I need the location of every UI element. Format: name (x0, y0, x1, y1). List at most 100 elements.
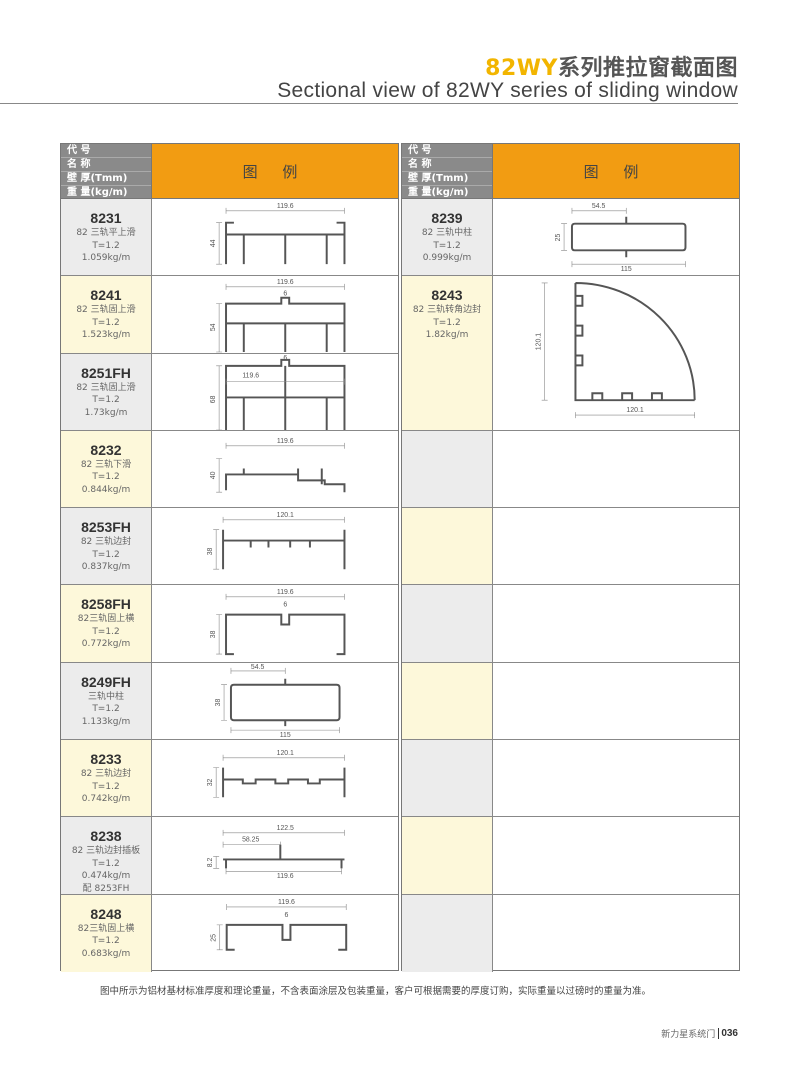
dimension-line (216, 222, 223, 265)
profile-weight: 0.837kg/m (81, 562, 131, 573)
profile-row (402, 662, 739, 741)
profile-outline (225, 468, 346, 493)
profile-drawing: 119.6 6 25 (152, 895, 398, 972)
dimension-label: 119.6 (277, 203, 294, 210)
profile-row (402, 585, 739, 663)
profile-outline (574, 282, 696, 402)
dimension-label: 40 (210, 471, 217, 479)
profile-name: 82 三轨下滑 (80, 459, 132, 470)
section-drawing: 120.1 38 (207, 512, 346, 570)
dimension-line (571, 261, 686, 268)
profile-outline (570, 216, 687, 258)
profile-drawing: 122.5 58.25 8.2 119.6 (152, 817, 398, 893)
profile-name: 三轨中柱 (87, 691, 124, 702)
table-header: 代 号 名 称 壁 厚(Tmm) 重 量(kg/m) 图 例 (402, 144, 739, 199)
profile-weight: 1.82kg/m (425, 330, 469, 341)
profile-name: 82 三轨平上滑 (76, 228, 136, 238)
profile-drawing: 119.6 6 54 (152, 276, 398, 353)
dimension-label: 25 (211, 934, 218, 942)
profile-outline (223, 845, 345, 869)
profile-info (402, 894, 493, 972)
dimension-label: 6 (283, 291, 287, 298)
profile-info: 8258FH 82三轨固上横 T=1.2 0.772kg/m (61, 585, 152, 662)
section-drawing: 119.6 6 38 (210, 589, 346, 656)
profile-row (402, 508, 739, 586)
title-cn-text: 系列推拉窗截面图 (557, 56, 738, 81)
profile-weight: 0.742kg/m (81, 794, 131, 805)
dimension-label: 38 (207, 548, 214, 556)
dimension-label: 115 (621, 266, 632, 273)
profile-thickness: T=1.2 (92, 626, 120, 637)
profile-name: 82三轨固上横 (77, 614, 135, 625)
profile-drawing: 54.5 38 115 (152, 663, 398, 739)
profile-name: 82 三轨边封插板 (71, 846, 141, 857)
dimension-label: 44 (210, 239, 217, 247)
profile-drawing: 119.6 6 38 (152, 585, 398, 661)
profile-drawing (493, 895, 739, 972)
profile-pairing: 配 8253FH (82, 883, 130, 894)
dimension-line (222, 517, 345, 523)
dimension-label: 122.5 (277, 825, 294, 832)
profile-code: 8241 (90, 287, 122, 304)
profile-row: 8258FH 82三轨固上横 T=1.2 0.772kg/m 119.6 6 38 (61, 585, 398, 663)
dimension-line (221, 684, 228, 721)
dimension-label: 8.2 (207, 858, 214, 868)
profile-code: 8238 (90, 828, 122, 845)
dimension-label: 38 (215, 698, 222, 706)
header-thickness: 壁 厚(Tmm) (402, 172, 492, 186)
profile-info: 8249FH 三轨中柱 T=1.2 1.133kg/m (61, 662, 152, 740)
profile-thickness: T=1.2 (92, 240, 120, 251)
page-title-cn: 82WY系列推拉窗截面图 (485, 50, 738, 82)
profile-drawing: 120.1 32 (152, 740, 398, 816)
dimension-label: 68 (210, 395, 217, 403)
profile-drawing (493, 817, 739, 893)
profile-row: 8243 82 三轨转角边封 T=1.2 1.82kg/m 120.1 120.1 (402, 276, 739, 431)
dimension-line (216, 924, 223, 950)
profile-row: 8248 82三轨固上横 T=1.2 0.683kg/m 119.6 6 25 (61, 894, 398, 972)
profile-thickness: T=1.2 (92, 781, 120, 792)
profile-info (402, 508, 493, 585)
profile-info: 8238 82 三轨边封插板 T=1.2 0.474kg/m 配 8253FH (61, 817, 152, 894)
dimension-line (213, 767, 220, 798)
profile-row: 8253FH 82 三轨边封 T=1.2 0.837kg/m 120.1 38 (61, 508, 398, 586)
profile-drawing (493, 740, 739, 816)
profile-name: 82 三轨边封 (80, 537, 132, 548)
dimension-label: 115 (280, 732, 291, 739)
right-profile-table: 代 号 名 称 壁 厚(Tmm) 重 量(kg/m) 图 例 8239 82 三… (401, 143, 740, 972)
dimension-line (225, 207, 345, 214)
dimension-line (225, 594, 345, 601)
profile-code: 8233 (90, 751, 122, 768)
profile-row: 8233 82 三轨边封 T=1.2 0.742kg/m 120.1 32 (61, 740, 398, 818)
profile-row: 8249FH 三轨中柱 T=1.2 1.133kg/m 54.5 38 115 (61, 662, 398, 741)
dimension-line (225, 868, 342, 875)
section-drawing: 120.1 120.1 (536, 282, 696, 419)
dimension-line (225, 284, 345, 291)
profile-weight: 0.844kg/m (81, 484, 131, 495)
profile-outline (225, 358, 346, 430)
profile-code: 8239 (431, 210, 463, 226)
profile-drawing: 120.1 38 (152, 508, 398, 584)
profile-outline (225, 923, 348, 951)
profile-info: 8239 82 三轨中柱 T=1.2 0.999kg/m (402, 199, 493, 276)
header-code: 代 号 (402, 144, 492, 158)
dimension-label: 119.6 (277, 279, 294, 286)
profile-weight: 1.523kg/m (81, 330, 131, 341)
profile-info (402, 430, 493, 508)
profile-name: 82 三轨转角边封 (412, 305, 482, 316)
profile-weight: 0.772kg/m (81, 639, 131, 650)
dimension-line (216, 365, 223, 430)
profile-thickness: T=1.2 (433, 317, 461, 328)
section-drawing: 119.6 40 (210, 438, 346, 493)
dimension-label: 120.1 (277, 750, 294, 757)
profile-outline (225, 614, 346, 656)
profile-thickness: T=1.2 (92, 549, 120, 560)
profile-drawing (493, 508, 739, 584)
header-weight: 重 量(kg/m) (67, 187, 128, 198)
dimension-label: 54.5 (592, 203, 606, 210)
profile-code: 8248 (90, 905, 122, 922)
profile-row: 8239 82 三轨中柱 T=1.2 0.999kg/m 54.5 25 115 (402, 199, 739, 277)
dimension-line (216, 303, 223, 353)
dimension-line (216, 614, 223, 655)
profile-row: 8251FH 82 三轨固上滑 T=1.2 1.73kg/m 6 119.6 68 (61, 353, 398, 431)
profile-weight: 1.133kg/m (81, 716, 131, 727)
